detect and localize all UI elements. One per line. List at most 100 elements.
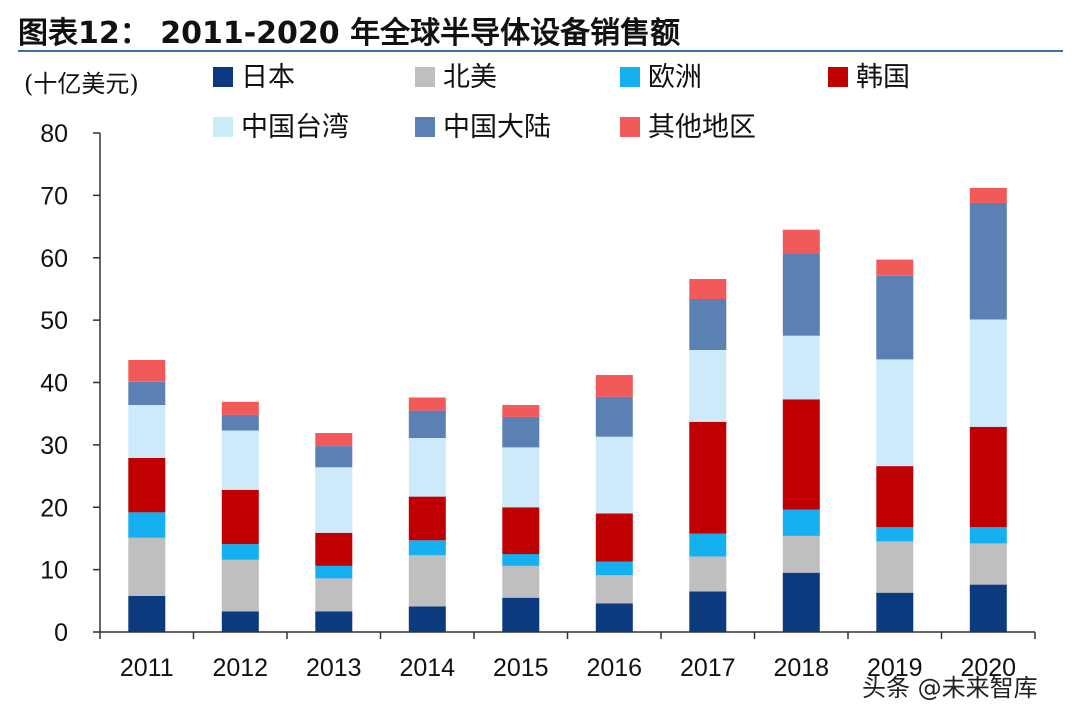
bar-segment — [596, 575, 633, 603]
y-tick-label: 20 — [40, 494, 68, 522]
bar-segment — [689, 299, 726, 350]
x-tick-label: 2018 — [773, 654, 829, 682]
bar-segment — [409, 555, 446, 606]
bar-segment — [876, 359, 913, 466]
bar-segment — [783, 254, 820, 336]
legend-label: 其他地区 — [648, 112, 756, 143]
x-tick-label: 2017 — [680, 654, 736, 682]
y-tick-label: 50 — [40, 307, 68, 335]
bar-segment — [502, 598, 539, 632]
bar-segment — [315, 433, 352, 446]
legend-swatch — [828, 67, 848, 87]
legend-swatch — [415, 117, 435, 137]
bar-segment — [502, 566, 539, 598]
bars-group — [128, 188, 1007, 632]
bar-segment — [315, 566, 352, 579]
bar-segment — [970, 203, 1007, 320]
bar-segment — [502, 554, 539, 566]
bar-segment — [596, 437, 633, 514]
legend-swatch — [620, 117, 640, 137]
bar-segment — [783, 230, 820, 254]
bar-segment — [222, 544, 259, 560]
x-tick-label: 2014 — [399, 654, 455, 682]
bar-segment — [970, 188, 1007, 203]
x-tick-label: 2015 — [493, 654, 549, 682]
bar-segment — [783, 573, 820, 632]
bar-segment — [876, 593, 913, 632]
bar-segment — [876, 527, 913, 541]
bar-segment — [222, 611, 259, 632]
bar-segment — [596, 562, 633, 576]
x-tick-label: 2013 — [306, 654, 362, 682]
bar-segment — [409, 411, 446, 438]
bar-segment — [315, 467, 352, 533]
bar-segment — [222, 415, 259, 431]
bar-segment — [596, 514, 633, 562]
bar-segment — [876, 276, 913, 360]
legend-label: 中国大陆 — [443, 112, 551, 143]
bar-segment — [689, 592, 726, 633]
bar-segment — [128, 382, 165, 405]
bar-segment — [128, 596, 165, 632]
bar-segment — [222, 490, 259, 544]
legend-label: 中国台湾 — [241, 112, 349, 143]
bar-segment — [689, 279, 726, 299]
y-tick-label: 60 — [40, 245, 68, 273]
legend-label: 欧洲 — [648, 62, 702, 93]
bar-segment — [222, 402, 259, 415]
bar-segment — [502, 417, 539, 448]
bar-segment — [409, 438, 446, 497]
bar-segment — [315, 533, 352, 566]
bar-segment — [128, 538, 165, 596]
bar-segment — [970, 585, 1007, 632]
legend-swatch — [620, 67, 640, 87]
bar-segment — [315, 611, 352, 632]
y-tick-label: 30 — [40, 432, 68, 460]
y-tick-label: 70 — [40, 182, 68, 210]
bar-segment — [596, 603, 633, 632]
x-tick-label: 2012 — [212, 654, 268, 682]
bar-segment — [409, 398, 446, 411]
bar-segment — [409, 606, 446, 632]
bar-segment — [689, 422, 726, 534]
legend-swatch — [213, 117, 233, 137]
bar-segment — [689, 533, 726, 556]
y-tick-label: 80 — [40, 120, 68, 148]
bar-segment — [783, 336, 820, 400]
bar-segment — [502, 507, 539, 554]
bar-segment — [128, 512, 165, 538]
bar-segment — [409, 497, 446, 541]
bar-segment — [783, 510, 820, 536]
x-tick-label: 2016 — [586, 654, 642, 682]
bar-segment — [970, 527, 1007, 543]
bar-segment — [222, 560, 259, 612]
bar-segment — [128, 458, 165, 512]
bar-segment — [876, 542, 913, 593]
bar-segment — [970, 427, 1007, 527]
stacked-bar-chart: 日本 北美 欧洲 韩国中国台湾 中国大陆 其他地区 0102030405060708020… — [0, 0, 1080, 710]
legend-swatch — [415, 67, 435, 87]
bar-segment — [876, 466, 913, 527]
legend-label: 北美 — [443, 62, 497, 93]
bar-segment — [502, 447, 539, 507]
bar-segment — [783, 536, 820, 573]
bar-segment — [596, 397, 633, 437]
bar-segment — [128, 360, 165, 382]
x-tick-label: 2011 — [120, 654, 174, 682]
bar-segment — [222, 431, 259, 490]
bar-segment — [783, 399, 820, 509]
legend-swatch — [213, 67, 233, 87]
bar-segment — [876, 260, 913, 276]
bar-segment — [502, 405, 539, 417]
y-tick-label: 0 — [54, 619, 68, 647]
bar-segment — [970, 320, 1007, 427]
bar-segment — [315, 446, 352, 467]
bar-segment — [315, 578, 352, 611]
bar-segment — [409, 540, 446, 555]
bar-segment — [970, 543, 1007, 584]
bar-segment — [689, 350, 726, 422]
watermark: 头条 @未来智库 — [862, 668, 1038, 703]
legend-label: 日本 — [241, 62, 295, 93]
bar-segment — [128, 405, 165, 458]
bar-segment — [689, 557, 726, 592]
